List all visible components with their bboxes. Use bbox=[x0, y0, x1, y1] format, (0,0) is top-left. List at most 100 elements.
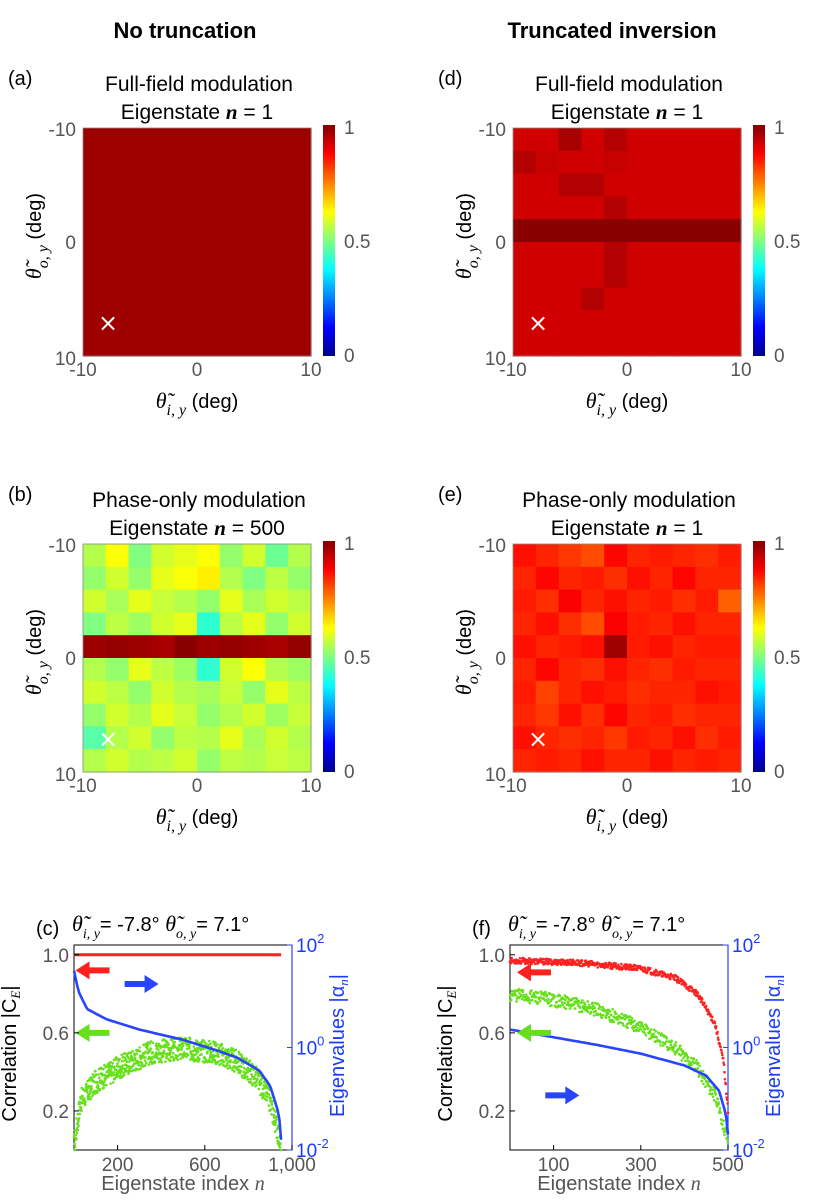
heatmap-cell bbox=[219, 333, 244, 357]
scatter-point bbox=[541, 957, 545, 961]
heatmap-cell bbox=[128, 333, 152, 357]
heatmap-cell bbox=[128, 589, 152, 613]
colorbar-tick-label: 0 bbox=[774, 346, 785, 367]
scatter-point bbox=[250, 1067, 253, 1070]
heatmap-cell bbox=[105, 703, 130, 727]
heatmap-cell bbox=[197, 128, 221, 152]
heatmap-cell bbox=[265, 589, 289, 613]
heatmap-cell bbox=[649, 150, 674, 175]
heatmap-cell bbox=[558, 566, 582, 591]
heatmap-cell bbox=[105, 612, 130, 636]
scatter-point bbox=[631, 1021, 635, 1024]
heatmap-cell bbox=[513, 680, 537, 705]
heatmap-cell bbox=[174, 589, 198, 613]
heatmap-cell bbox=[83, 589, 107, 613]
scatter-point bbox=[680, 1059, 683, 1062]
heatmap-cell bbox=[288, 635, 312, 659]
heatmap-cell bbox=[581, 589, 605, 613]
scatter-point bbox=[256, 1077, 259, 1081]
heatmap-cell bbox=[718, 242, 742, 266]
scatter-point bbox=[116, 1062, 119, 1065]
scatter-point bbox=[717, 1101, 721, 1104]
heatmap-cell bbox=[105, 333, 130, 357]
scatter-point bbox=[76, 1126, 79, 1129]
scatter-point bbox=[684, 1059, 687, 1063]
plot-frame bbox=[512, 543, 742, 773]
heatmap-cell bbox=[265, 635, 289, 659]
heatmap-cell bbox=[219, 242, 244, 266]
heatmap-cell bbox=[174, 310, 198, 334]
scatter-point bbox=[586, 1000, 590, 1003]
heatmap-cell bbox=[695, 726, 719, 750]
scatter-point bbox=[155, 1042, 158, 1045]
scatter-point bbox=[75, 1131, 79, 1135]
scatter-point bbox=[239, 1065, 243, 1069]
heatmap-cell bbox=[627, 128, 651, 152]
heatmap-cell bbox=[718, 264, 742, 289]
scatter-point bbox=[652, 1032, 655, 1036]
scatter-point bbox=[208, 1058, 211, 1061]
y-tick-label: 0 bbox=[65, 233, 76, 254]
colorbar-tick-label: 0.5 bbox=[344, 232, 370, 253]
scatter-point bbox=[112, 1058, 116, 1062]
scatter-point bbox=[716, 1036, 720, 1039]
scatter-point bbox=[72, 1135, 76, 1139]
scatter-point bbox=[110, 1068, 113, 1071]
y-tick-label: 0.6 bbox=[43, 1024, 69, 1045]
heatmap-cell bbox=[718, 566, 742, 591]
scatter-point bbox=[662, 1044, 665, 1047]
heatmap-cell bbox=[151, 264, 175, 289]
heatmap-cell bbox=[513, 635, 537, 659]
x-axis-label: θ̃i, y (deg) bbox=[586, 388, 669, 419]
heatmap-cell bbox=[83, 680, 107, 705]
scatter-point bbox=[251, 1083, 255, 1086]
scatter-point bbox=[176, 1054, 179, 1058]
scatter-point bbox=[75, 1117, 78, 1120]
scatter-point bbox=[537, 991, 540, 994]
heatmap-cell bbox=[672, 219, 696, 243]
heatmap-cell bbox=[649, 589, 674, 613]
scatter-point bbox=[638, 1020, 642, 1024]
scatter-point bbox=[626, 1026, 629, 1030]
scatter-point bbox=[665, 1037, 669, 1040]
scatter-point bbox=[146, 1043, 150, 1047]
plot-frame bbox=[82, 543, 312, 773]
scatter-point bbox=[237, 1060, 240, 1063]
panel-b-heatmap: (b) Phase-only modulation Eigenstate n = 5… bbox=[8, 484, 370, 835]
scatter-point bbox=[149, 1047, 152, 1050]
y-tick-label: 10 bbox=[485, 349, 506, 370]
plot-frame bbox=[82, 127, 312, 357]
heatmap-cell bbox=[242, 173, 266, 197]
scatter-point bbox=[125, 1060, 129, 1064]
scatter-point bbox=[718, 1042, 721, 1046]
scatter-point bbox=[261, 1095, 265, 1099]
heatmap-cell bbox=[627, 566, 651, 591]
heatmap-cell bbox=[718, 196, 742, 220]
heatmap-cell bbox=[535, 128, 560, 152]
scatter-point bbox=[681, 1049, 685, 1053]
heatmap-cell bbox=[718, 703, 742, 727]
heatmap-cell bbox=[151, 287, 175, 311]
scatter-point bbox=[722, 1061, 725, 1064]
heatmap-cell bbox=[581, 726, 605, 750]
heatmap-cell bbox=[672, 544, 696, 568]
heatmap-cell bbox=[604, 680, 628, 705]
heatmap-cell bbox=[581, 658, 605, 682]
heatmap-cell bbox=[288, 173, 312, 197]
heatmap-cell bbox=[558, 749, 582, 773]
scatter-point bbox=[702, 1082, 705, 1086]
x-tick-label: -10 bbox=[499, 360, 526, 381]
heatmap-cell bbox=[649, 566, 674, 591]
x-tick-label: 0 bbox=[192, 776, 203, 797]
scatter-point bbox=[709, 1086, 712, 1089]
scatter-point bbox=[123, 1056, 126, 1059]
scatter-point bbox=[701, 1069, 705, 1073]
title-line2-d: Eigenstate n = 1 bbox=[551, 100, 703, 124]
heatmap-cell bbox=[718, 128, 742, 152]
heatmap-cell bbox=[558, 333, 582, 357]
scatter-point bbox=[685, 1053, 689, 1057]
arrow-indicator bbox=[516, 963, 551, 982]
scatter-point bbox=[112, 1071, 115, 1074]
heatmap-cell bbox=[718, 173, 742, 197]
